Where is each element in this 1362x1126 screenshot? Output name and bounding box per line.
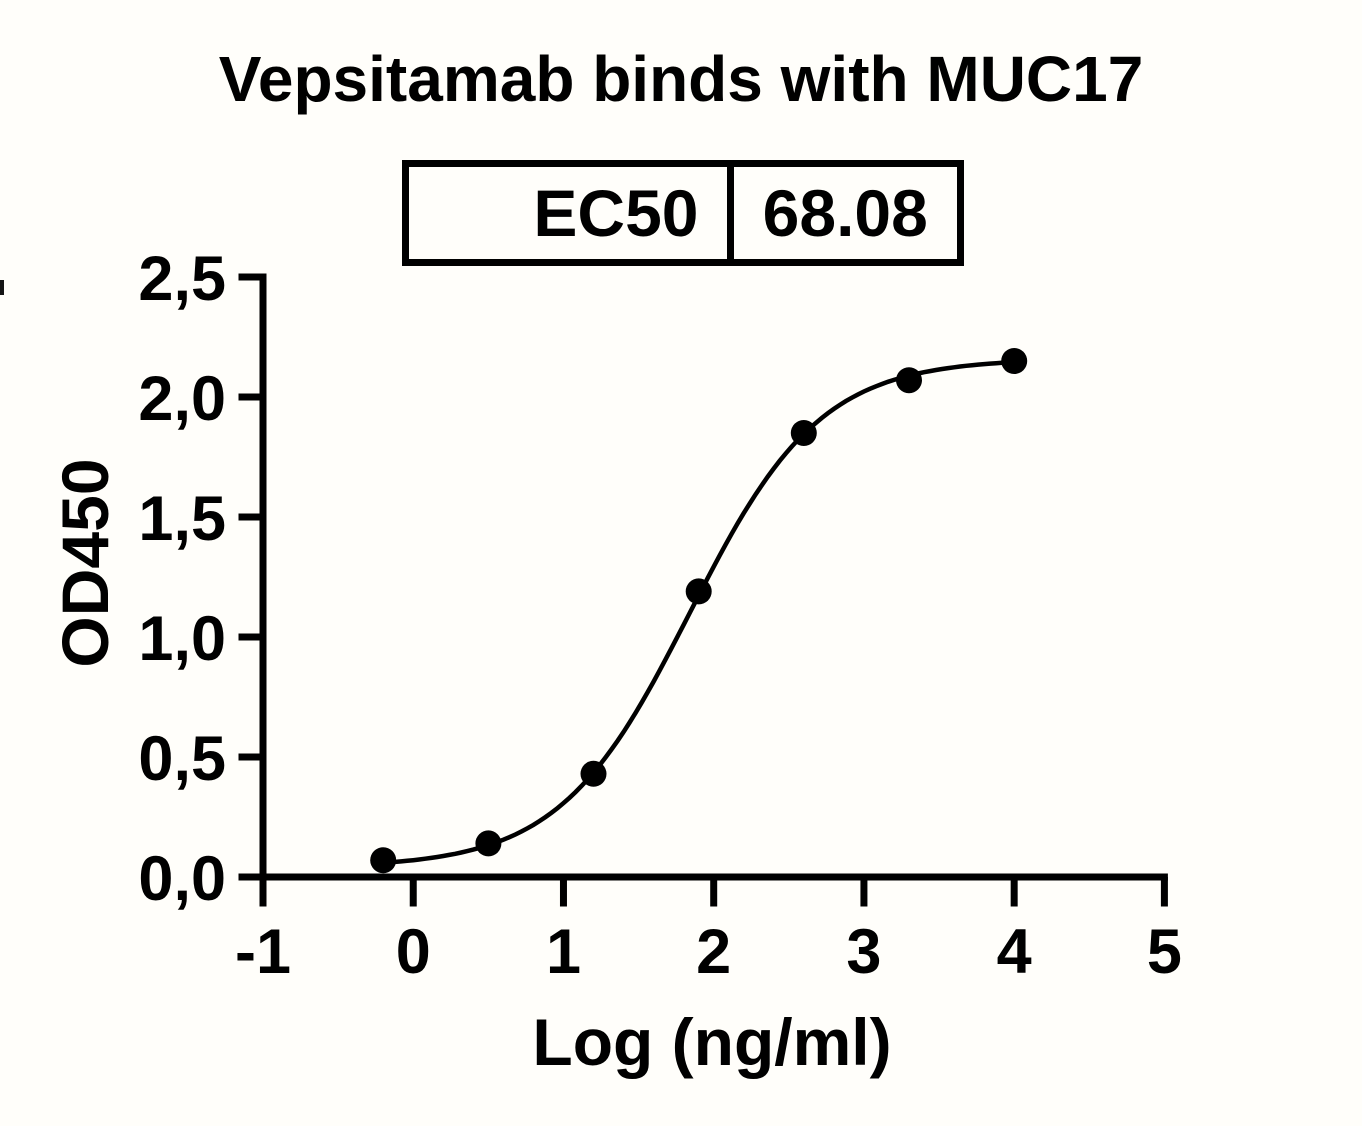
data-point — [580, 760, 607, 787]
ec50-table-label-cell: EC50 — [409, 167, 734, 259]
y-tick-label: 0,5 — [138, 724, 226, 794]
x-tick-label: 1 — [546, 917, 581, 987]
ec50-table: EC50 68.08 — [402, 160, 964, 266]
data-point — [370, 847, 397, 874]
x-tick-label: 0 — [396, 917, 431, 987]
y-tick-label: 0,0 — [138, 844, 226, 914]
x-tick-label: -1 — [235, 917, 291, 987]
scan-edge-artifact — [0, 280, 4, 295]
x-tick-label: 5 — [1147, 917, 1182, 987]
data-point — [1001, 348, 1028, 374]
data-point — [475, 830, 502, 857]
chart-title: Vepsitamab binds with MUC17 — [218, 43, 1144, 115]
ec50-table-value-cell: 68.08 — [762, 176, 928, 250]
data-point — [685, 578, 712, 605]
y-tick-label: 2,0 — [138, 364, 226, 434]
x-axis-title: Log (ng/ml) — [532, 1005, 891, 1079]
y-tick-label: 1,0 — [138, 604, 226, 674]
y-axis-title: OD450 — [48, 458, 122, 667]
data-point — [790, 420, 817, 446]
axes — [259, 273, 1168, 881]
fit-curve — [383, 359, 1015, 866]
data-points — [370, 348, 1028, 874]
x-axis-ticks: -1 0 1 2 3 4 5 — [235, 877, 1182, 987]
x-tick-label: 2 — [696, 917, 731, 987]
x-tick-label: 3 — [846, 917, 881, 987]
y-tick-label: 1,5 — [138, 484, 226, 554]
y-axis-ticks: 0,0 0,5 1,0 1,5 2,0 2,5 — [138, 244, 263, 914]
y-tick-label: 2,5 — [138, 244, 226, 314]
x-tick-label: 4 — [997, 917, 1032, 987]
data-point — [896, 367, 922, 394]
